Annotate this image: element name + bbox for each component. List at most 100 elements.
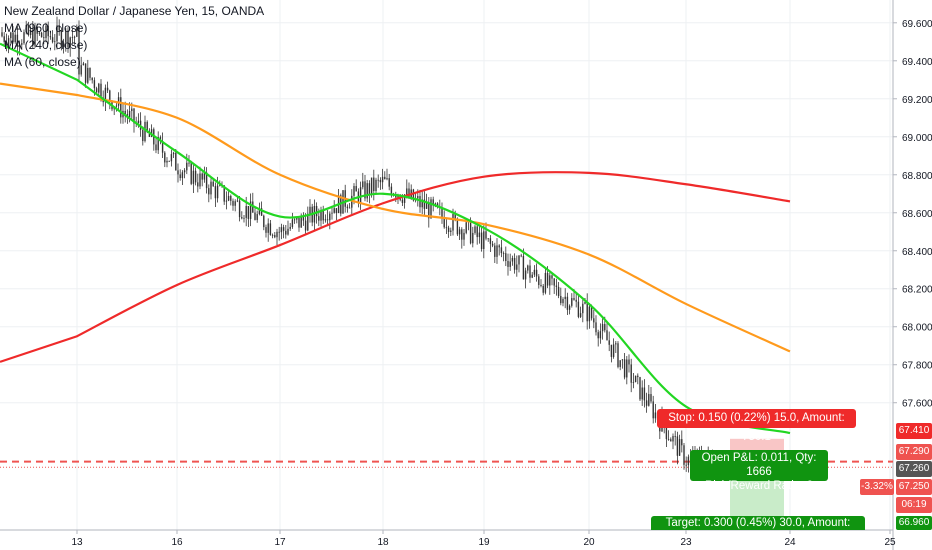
- candle-body: [65, 30, 67, 43]
- candle-body: [296, 217, 298, 220]
- x-tick-label: 24: [784, 537, 796, 548]
- candle-body: [359, 187, 362, 203]
- candle-body: [452, 214, 454, 231]
- candle-body: [142, 129, 144, 142]
- candle-body: [423, 199, 426, 209]
- candle-body: [43, 37, 45, 39]
- candle-body: [241, 217, 243, 219]
- candle-body: [472, 232, 474, 244]
- candle-body: [181, 172, 184, 179]
- pct-price-tag: 67.250: [896, 479, 932, 495]
- candle-body: [544, 272, 547, 293]
- candle-body: [183, 170, 186, 173]
- ma-60-label[interactable]: MA (60, close): [4, 55, 81, 69]
- candle-body: [381, 176, 384, 183]
- candle-body: [78, 27, 80, 75]
- candle-body: [610, 344, 613, 357]
- candle-body: [14, 34, 16, 43]
- candle-body: [513, 257, 516, 270]
- candle-body: [51, 37, 54, 43]
- x-tick-label: 17: [274, 537, 286, 548]
- x-tick-label: 20: [583, 537, 595, 548]
- candle-body: [487, 238, 489, 240]
- candle-body: [524, 270, 527, 280]
- candle-body: [87, 67, 89, 83]
- candle-body: [529, 265, 531, 278]
- candle-body: [172, 152, 175, 155]
- candle-body: [531, 274, 533, 278]
- candle-body: [232, 200, 234, 206]
- candle-body: [447, 227, 450, 232]
- candle-body: [95, 88, 98, 93]
- candle-body: [450, 230, 452, 232]
- ma-240-label[interactable]: MA (240, close): [4, 38, 88, 52]
- stop-price-tag: 67.410: [896, 423, 932, 439]
- candle-body: [144, 121, 146, 142]
- candle-body: [560, 295, 562, 304]
- candle-body: [131, 108, 133, 111]
- candle-body: [485, 231, 487, 239]
- candle-body: [58, 25, 60, 31]
- candle-body: [430, 199, 432, 219]
- chart-title: New Zealand Dollar / Japanese Yen, 15, O…: [4, 4, 265, 18]
- candle-body: [148, 131, 151, 137]
- candle-body: [643, 387, 646, 401]
- candle-body: [601, 324, 604, 332]
- y-tick-label: 69.000: [902, 133, 932, 144]
- candle-body: [293, 219, 296, 221]
- candle-body: [511, 257, 514, 262]
- candle-body: [89, 67, 91, 78]
- candle-body: [595, 322, 597, 333]
- candle-body: [685, 464, 687, 466]
- candle-body: [238, 200, 241, 218]
- candle-body: [267, 223, 269, 233]
- candle-body: [650, 394, 652, 402]
- candle-body: [355, 186, 357, 192]
- candle-body: [133, 108, 135, 124]
- candle-body: [608, 340, 610, 345]
- candle-body: [670, 439, 672, 442]
- x-tick-label: 23: [680, 537, 692, 548]
- y-tick-label: 69.200: [902, 95, 932, 106]
- candle-body: [476, 226, 478, 238]
- candle-body: [566, 296, 569, 310]
- candle-body: [104, 87, 107, 103]
- candle-body: [465, 222, 467, 233]
- risk-reward-text: Risk/Reward Ratio: 2: [704, 480, 813, 492]
- candle-body: [386, 178, 388, 180]
- candle-body: [124, 110, 126, 115]
- candle-body: [562, 298, 564, 304]
- candle-body: [249, 201, 252, 219]
- candle-body: [159, 137, 162, 142]
- candle-body: [100, 83, 102, 98]
- candle-body: [197, 182, 199, 187]
- y-tick-label: 68.200: [902, 285, 932, 296]
- candle-body: [84, 63, 87, 83]
- candle-body: [606, 330, 608, 341]
- x-tick-label: 13: [71, 537, 83, 548]
- ma-960-label[interactable]: MA (960, close): [4, 21, 88, 35]
- candle-body: [571, 298, 573, 306]
- candle-body: [480, 232, 483, 250]
- candle-body: [335, 208, 338, 214]
- candle-body: [516, 264, 518, 270]
- candle-body: [577, 301, 580, 317]
- candle-body: [634, 375, 637, 383]
- candle-body: [542, 285, 544, 293]
- stop-label[interactable]: Stop: 0.150 (0.22%) 15.0, Amount: 750.1: [657, 409, 856, 443]
- target-label[interactable]: Target: 0.300 (0.45%) 30.0, Amount: 1499…: [651, 516, 865, 530]
- candle-body: [628, 359, 630, 365]
- y-tick-label: 68.000: [902, 323, 932, 334]
- candle-body: [329, 213, 331, 221]
- candle-body: [309, 206, 311, 214]
- candle-body: [18, 44, 21, 47]
- open-pl-label[interactable]: Open P&L: 0.011, Qty: 1666 Risk/Reward R…: [690, 450, 828, 492]
- y-tick-label: 67.800: [902, 361, 932, 372]
- candle-body: [588, 306, 591, 322]
- candle-body: [1, 32, 3, 37]
- candle-body: [557, 286, 560, 296]
- candle-body: [203, 172, 206, 180]
- candle-body: [269, 223, 272, 235]
- candle-body: [463, 232, 465, 240]
- x-tick-label: 18: [377, 537, 389, 548]
